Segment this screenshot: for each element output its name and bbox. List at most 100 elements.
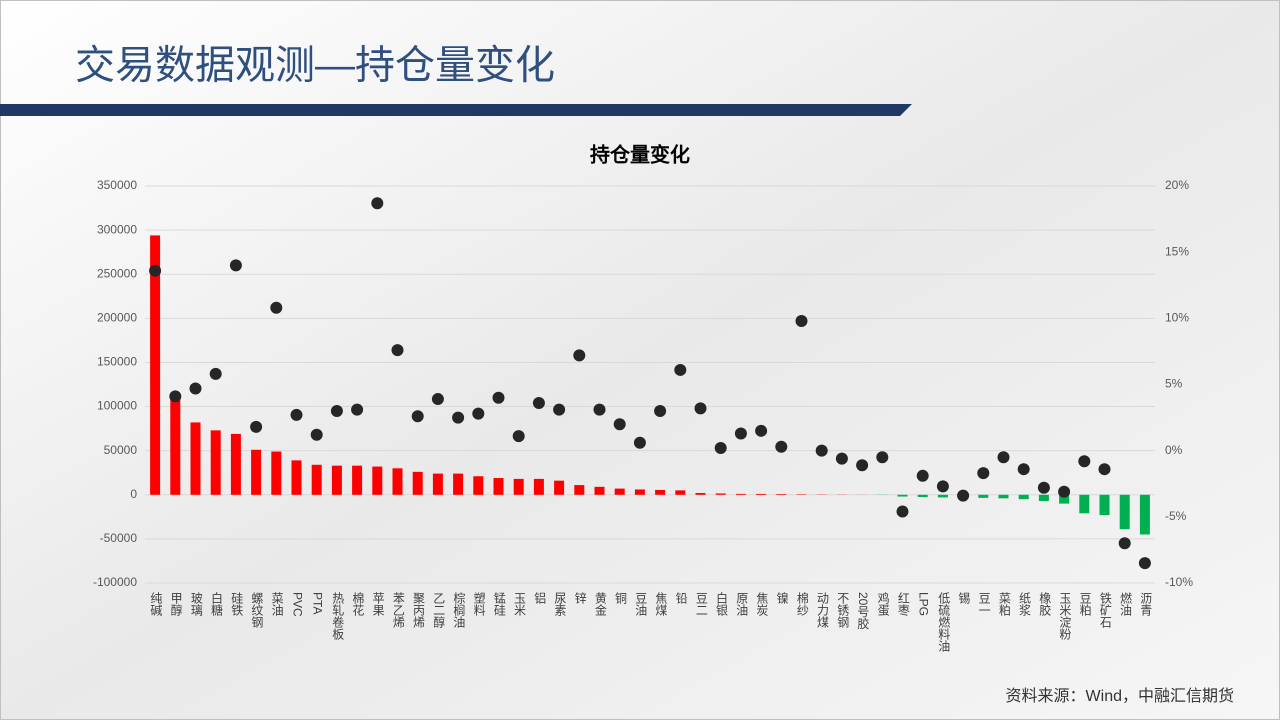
dot bbox=[452, 411, 465, 424]
y2-tick-label: 15% bbox=[1165, 244, 1189, 258]
x-tick-label: 焦煤 bbox=[654, 592, 668, 616]
dot bbox=[431, 393, 444, 406]
bar bbox=[210, 430, 221, 495]
dot bbox=[896, 505, 909, 518]
x-tick-label: 棉花 bbox=[351, 592, 365, 617]
x-tick-label: 豆一 bbox=[977, 592, 991, 616]
dot bbox=[856, 459, 869, 472]
x-tick-label: 尿素 bbox=[553, 592, 567, 616]
x-tick-label: LPG bbox=[917, 592, 931, 616]
x-tick-label: 乙二醇 bbox=[432, 592, 446, 628]
x-tick-label: 鸡蛋 bbox=[876, 591, 890, 617]
dot bbox=[1058, 485, 1071, 498]
dot bbox=[310, 428, 323, 441]
dot bbox=[270, 301, 283, 314]
dot bbox=[775, 440, 788, 453]
dot bbox=[755, 424, 768, 437]
bar bbox=[251, 449, 262, 495]
dot bbox=[169, 390, 182, 403]
x-tick-label: 菜油 bbox=[270, 592, 284, 616]
x-tick-label: 红枣 bbox=[896, 591, 910, 617]
x-tick-label: 玉米 bbox=[513, 592, 527, 616]
bar bbox=[493, 478, 504, 495]
bar bbox=[776, 494, 787, 495]
bar bbox=[634, 489, 645, 495]
bar bbox=[453, 473, 464, 495]
bar bbox=[372, 466, 383, 495]
x-tick-label: 铅 bbox=[674, 592, 688, 604]
dot bbox=[1118, 537, 1131, 550]
dot bbox=[512, 430, 525, 443]
dot bbox=[250, 420, 263, 433]
x-tick-label: 纸浆 bbox=[1018, 592, 1032, 616]
dot bbox=[633, 436, 646, 449]
bar bbox=[675, 490, 686, 495]
x-tick-label: 塑料 bbox=[472, 591, 486, 616]
y2-tick-label: 5% bbox=[1165, 377, 1183, 391]
y-tick-label: 250000 bbox=[97, 266, 137, 280]
bar bbox=[412, 471, 423, 495]
x-tick-label: 菜粕 bbox=[997, 592, 1011, 616]
dot bbox=[916, 469, 929, 482]
bar bbox=[352, 465, 363, 495]
dot bbox=[553, 403, 566, 416]
x-tick-label: 甲醇 bbox=[169, 592, 183, 616]
dot bbox=[1098, 463, 1111, 476]
title-band bbox=[0, 104, 912, 116]
dot bbox=[613, 418, 626, 431]
bar bbox=[331, 465, 342, 495]
dot bbox=[593, 403, 606, 416]
dot bbox=[694, 402, 707, 415]
bar bbox=[311, 464, 322, 495]
x-tick-label: 棕榈油 bbox=[452, 591, 466, 628]
dot bbox=[936, 480, 949, 493]
bar bbox=[230, 433, 241, 495]
chart-title: 持仓量变化 bbox=[590, 142, 690, 166]
bar bbox=[937, 494, 948, 498]
x-tick-label: 镍 bbox=[775, 592, 789, 604]
bar bbox=[271, 451, 282, 495]
y2-tick-label: 20% bbox=[1165, 178, 1189, 192]
y-tick-label: 100000 bbox=[97, 399, 137, 413]
x-tick-label: 沥青 bbox=[1139, 592, 1153, 617]
x-tick-label: 焦炭 bbox=[755, 592, 769, 617]
bar bbox=[998, 494, 1009, 499]
x-tick-label: PVC bbox=[290, 592, 304, 617]
dot bbox=[391, 344, 404, 357]
x-tick-label: 原油 bbox=[735, 592, 749, 616]
dot bbox=[714, 442, 727, 455]
y-tick-label: 50000 bbox=[104, 443, 138, 457]
x-tick-label: 20号胶 bbox=[856, 592, 870, 630]
dot bbox=[997, 451, 1010, 464]
bar bbox=[574, 485, 585, 495]
y2-tick-label: 10% bbox=[1165, 311, 1189, 325]
dot bbox=[957, 489, 970, 502]
x-tick-label: 螺纹钢 bbox=[250, 592, 264, 628]
x-tick-label: 白银 bbox=[715, 591, 729, 616]
dot bbox=[351, 403, 364, 416]
x-tick-label: 豆粕 bbox=[1078, 592, 1092, 616]
bar bbox=[432, 473, 443, 495]
x-tick-label: 玻璃 bbox=[189, 592, 203, 617]
bar bbox=[1038, 494, 1049, 501]
dot bbox=[876, 451, 889, 464]
x-tick-label: 锌 bbox=[573, 592, 587, 604]
x-tick-label: 不锈钢 bbox=[836, 592, 850, 628]
bar bbox=[1018, 494, 1029, 500]
dot bbox=[189, 382, 202, 395]
bar bbox=[735, 493, 746, 495]
x-tick-label: 纯碱 bbox=[149, 592, 163, 617]
y-tick-label: 300000 bbox=[97, 222, 137, 236]
bar bbox=[1079, 494, 1090, 514]
dot bbox=[1017, 463, 1030, 476]
bar bbox=[1119, 494, 1130, 530]
dot bbox=[1078, 455, 1091, 468]
bar bbox=[695, 493, 706, 495]
bar bbox=[533, 478, 544, 495]
x-tick-label: 棉纱 bbox=[795, 592, 809, 616]
dot bbox=[835, 452, 848, 465]
bar bbox=[715, 493, 726, 495]
dot bbox=[149, 264, 162, 277]
